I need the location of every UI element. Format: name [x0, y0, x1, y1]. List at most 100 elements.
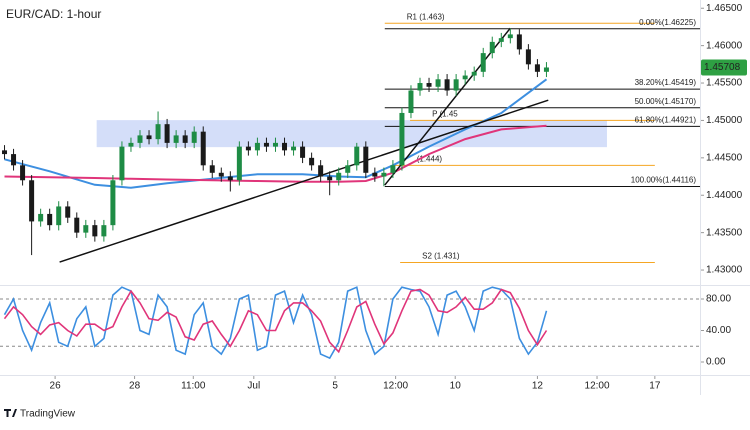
level-label: 38.20%(1.45419) [635, 78, 697, 87]
level-label: 0.00%(1.46225) [639, 18, 696, 27]
oscillator-line [3, 286, 548, 360]
candle-body [128, 142, 134, 147]
candle-body [11, 154, 17, 166]
candle-body [417, 83, 423, 91]
candle-body [101, 225, 107, 237]
x-tick-label: 12 [532, 381, 544, 392]
y-tick-label: 0.00 [706, 357, 726, 368]
candle-body [525, 49, 531, 65]
y-tick-label: 1.44000 [706, 190, 743, 201]
brand-logo [4, 409, 17, 417]
candle-body [56, 206, 62, 226]
candle-body [83, 225, 89, 233]
candle-body [38, 213, 44, 222]
trendline [384, 27, 511, 186]
candle-body [254, 142, 260, 151]
candle-body [137, 135, 143, 143]
candle-body [318, 165, 324, 177]
level-label: 61.80%(1.44921) [635, 115, 697, 124]
candle-body [435, 79, 441, 87]
candle-body [227, 176, 233, 181]
candle-body [543, 67, 549, 72]
x-tick-label: Jul [247, 381, 260, 392]
chart-title: EUR/CAD: 1-hour [6, 7, 101, 21]
candle-body [146, 135, 152, 140]
brand: TradingView [20, 409, 76, 420]
candle-body [191, 131, 197, 143]
candle-body [390, 165, 396, 173]
candle-body [480, 53, 486, 72]
level-label: R1 (1.463) [407, 12, 445, 21]
x-tick-label: 28 [129, 381, 141, 392]
title-bg [2, 5, 94, 23]
candle-body [498, 38, 504, 42]
candle-body [173, 135, 179, 143]
last-price-tag [701, 59, 747, 76]
candle-body [471, 71, 477, 76]
candle-body [426, 83, 432, 87]
candle-body [182, 135, 188, 143]
x-tick-label: 10 [450, 381, 462, 392]
candle-body [453, 79, 459, 91]
trendline [59, 99, 549, 263]
candle-body [507, 34, 513, 39]
candle-body [534, 64, 540, 72]
x-tick-label: 5 [332, 381, 338, 392]
candle-body [236, 146, 242, 181]
y-tick-label: 1.46000 [706, 40, 743, 51]
candle-body [263, 142, 269, 147]
y-tick-label: 1.45500 [706, 78, 743, 89]
level-label: S2 (1.431) [422, 252, 460, 261]
candle-body [218, 172, 224, 177]
zone [96, 120, 607, 148]
level-label: P (1.45 [432, 110, 458, 119]
candle-body [462, 75, 468, 80]
candle-body [92, 225, 98, 237]
candle-body [47, 213, 53, 226]
level-label: (1.444) [417, 154, 443, 163]
oscillator-line [3, 288, 548, 354]
candle-body [209, 165, 215, 173]
x-tick-label: 17 [649, 381, 661, 392]
candle-body [399, 112, 405, 166]
candle-body [200, 131, 206, 166]
candle-body [29, 180, 35, 222]
y-tick-label: 1.43000 [706, 265, 743, 276]
candle-body [164, 124, 170, 143]
level-label: 100.00%(1.44116) [631, 176, 697, 185]
last-price-label: 1.45708 [704, 62, 741, 73]
candle-body [119, 146, 125, 181]
candle-body [291, 146, 297, 151]
candle-body [489, 41, 495, 54]
candle-body [372, 172, 378, 177]
x-tick-label: 12:00 [383, 381, 408, 392]
candle-body [282, 142, 288, 151]
y-tick-label: 1.45000 [706, 115, 743, 126]
candle-body [381, 172, 387, 177]
candle-body [2, 150, 8, 155]
candle-body [300, 146, 306, 158]
y-tick-label: 40.00 [706, 325, 731, 336]
y-tick-label: 1.43500 [706, 227, 743, 238]
moving-average [4, 78, 548, 189]
x-tick-label: 11:00 [181, 381, 206, 392]
plot: 1.43000 1.43500 1.44000 1.44500 1.45000 1.455… [0, 3, 747, 392]
candle-body [309, 157, 315, 166]
candle-body [110, 180, 116, 226]
candle-body [272, 142, 278, 147]
candle-body [336, 172, 342, 181]
candle-body [444, 79, 450, 91]
candle-body [245, 146, 251, 151]
y-tick-label: 80.00 [706, 294, 731, 305]
level-label: 50.00%(1.45170) [635, 97, 697, 106]
candle-body [363, 146, 369, 173]
y-tick-label: 1.46500 [706, 3, 743, 14]
candle-body [20, 165, 26, 181]
y-tick-label: 1.44500 [706, 152, 743, 163]
candle-body [74, 217, 80, 233]
candle-body [516, 34, 522, 50]
candle-body [327, 176, 333, 181]
x-tick-label: 12:00 [585, 381, 610, 392]
